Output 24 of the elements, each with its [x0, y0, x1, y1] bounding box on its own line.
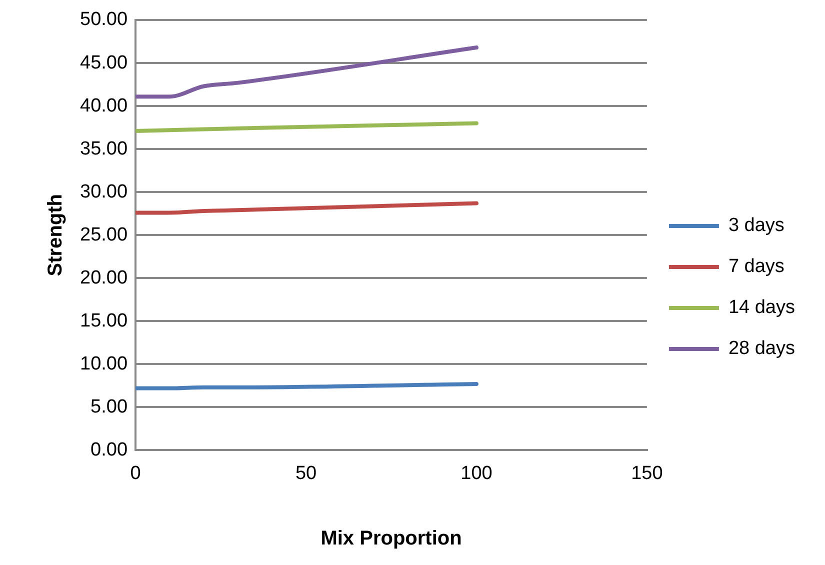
legend-label: 3 days	[728, 215, 784, 236]
x-tick-label: 0	[130, 462, 141, 484]
legend-label: 28 days	[728, 338, 795, 360]
y-tick-label: 50.00	[80, 9, 128, 30]
line-series	[136, 121, 478, 133]
y-tick-label: 20.00	[80, 267, 128, 288]
y-tick-label: 25.00	[80, 224, 128, 246]
y-axis-title: Strength	[44, 194, 67, 276]
y-tick-label: 0.00	[90, 439, 128, 460]
y-tick-label: 45.00	[80, 52, 128, 74]
x-tick-label: 100	[460, 462, 492, 484]
x-axis-title: Mix Proportion	[320, 528, 462, 550]
y-tick-label: 15.00	[80, 310, 128, 332]
legend-label: 7 days	[728, 256, 784, 278]
x-tick-label: 50	[295, 462, 317, 484]
y-tick-label: 5.00	[90, 396, 128, 418]
legend-label: 14 days	[728, 297, 795, 318]
y-tick-label: 35.00	[80, 138, 128, 160]
line-series	[136, 201, 478, 215]
y-tick-label: 40.00	[80, 95, 128, 116]
x-tick-label: 150	[631, 462, 663, 484]
y-tick-label: 10.00	[80, 353, 128, 374]
line-series	[136, 46, 478, 99]
y-tick-label: 30.00	[80, 181, 128, 202]
